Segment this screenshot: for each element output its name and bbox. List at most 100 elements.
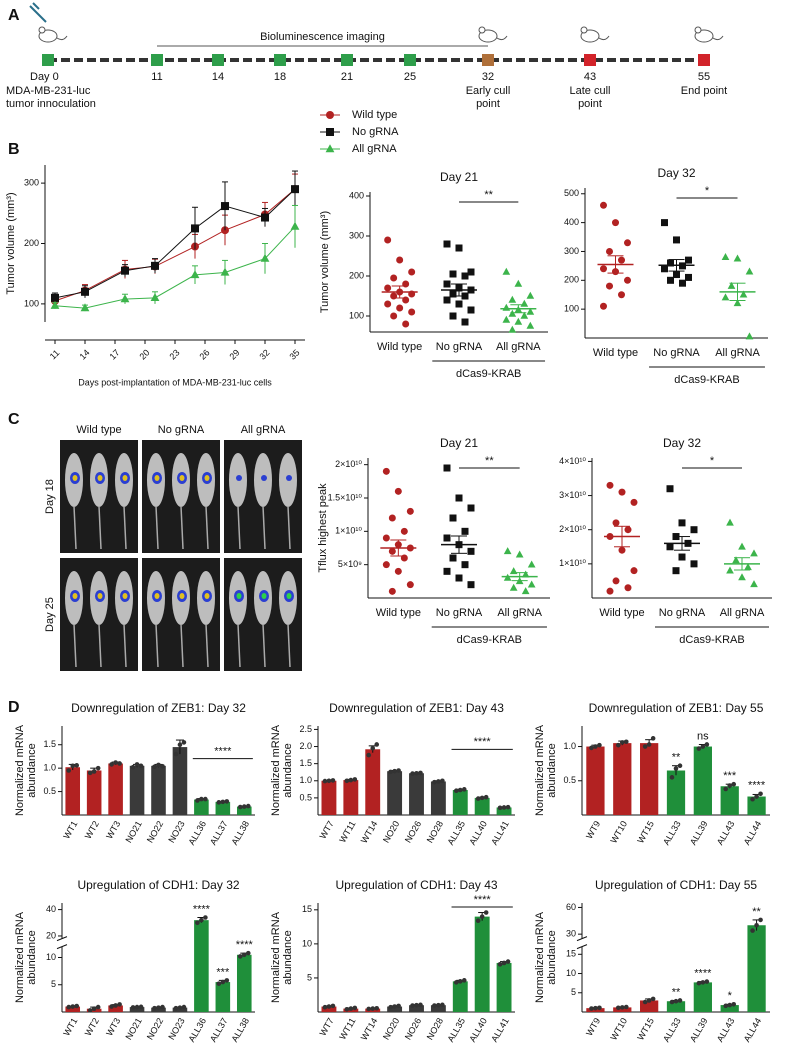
- replicate-point: [195, 798, 200, 803]
- chart-title: Downregulation of ZEB1: Day 55: [589, 701, 764, 715]
- day-label: Day 0: [30, 71, 59, 83]
- mouse-tail: [123, 505, 127, 550]
- significance-label: **: [752, 906, 761, 918]
- replicate-point: [74, 763, 80, 768]
- bar: [108, 1005, 123, 1012]
- replicate-point: [731, 1002, 737, 1007]
- replicate-point: [237, 954, 243, 959]
- data-point: [443, 280, 451, 288]
- replicate-point: [91, 1006, 97, 1012]
- data-point: [667, 259, 674, 267]
- data-point: [443, 240, 451, 248]
- data-point: [406, 581, 414, 589]
- replicate-point: [497, 962, 503, 967]
- series-line: [54, 188, 296, 302]
- replicate-point: [322, 778, 328, 784]
- legend-marker: [326, 111, 334, 119]
- replicate-point: [156, 762, 161, 768]
- chart-title: Downregulation of ZEB1: Day 43: [329, 701, 504, 715]
- x-tick-label: WT11: [337, 819, 357, 844]
- data-point: [443, 296, 451, 304]
- data-point: [515, 550, 524, 558]
- data-point: [190, 270, 200, 279]
- data-point: [406, 507, 414, 515]
- replicate-point: [134, 1004, 140, 1010]
- y-axis-label: abundance: [546, 930, 558, 984]
- data-point: [388, 547, 396, 555]
- x-tick-label: NO21: [123, 819, 143, 844]
- data-point: [120, 294, 130, 303]
- series-line: [54, 188, 296, 299]
- replicate-point: [224, 978, 230, 983]
- replicate-point: [366, 752, 372, 758]
- day-note: point: [578, 98, 602, 110]
- replicate-point: [134, 762, 140, 767]
- signal-core: [261, 593, 267, 599]
- y-axis-label: abundance: [282, 930, 294, 984]
- data-point: [291, 185, 299, 194]
- mouse-tail: [205, 505, 209, 550]
- day-label: 32: [482, 71, 494, 83]
- axis-break: [576, 936, 588, 942]
- replicate-point: [370, 1006, 376, 1011]
- x-tick-label: NO21: [123, 1016, 143, 1041]
- replicate-point: [388, 769, 393, 775]
- signal-core: [97, 475, 103, 481]
- data-point: [600, 302, 607, 310]
- x-tick-label: 26: [197, 347, 211, 361]
- bar: [613, 1007, 632, 1012]
- data-point: [721, 253, 730, 261]
- data-point: [191, 224, 199, 233]
- replicate-point: [396, 1003, 401, 1009]
- bar: [65, 1006, 81, 1012]
- x-tick-label: WT14: [359, 819, 380, 845]
- bar: [65, 767, 81, 815]
- data-point: [449, 554, 457, 562]
- x-tick-label: NO28: [425, 1016, 445, 1041]
- replicate-point: [152, 764, 157, 770]
- image-column-label: All gRNA: [241, 424, 286, 436]
- x-tick-label: WT10: [608, 1016, 629, 1042]
- replicate-point: [113, 760, 118, 765]
- replicate-point: [109, 1004, 114, 1009]
- data-point: [521, 570, 530, 578]
- replicate-point: [203, 796, 208, 802]
- replicate-point: [117, 1002, 122, 1007]
- group-label: dCas9-KRAB: [456, 368, 521, 380]
- x-tick-label: WT14: [359, 1016, 380, 1042]
- replicate-point: [457, 787, 463, 793]
- replicate-point: [700, 744, 706, 749]
- y-tick-label: 400: [349, 190, 364, 200]
- bar: [365, 749, 381, 815]
- data-point: [384, 300, 392, 308]
- bar: [666, 770, 686, 815]
- timeline-marker: [212, 54, 224, 66]
- significance-label: **: [485, 455, 494, 467]
- replicate-point: [396, 768, 401, 773]
- x-tick-label: NO26: [403, 1016, 423, 1041]
- replicate-point: [177, 1005, 183, 1010]
- data-point: [661, 265, 668, 273]
- x-tick-label: WT10: [608, 819, 629, 845]
- data-point: [396, 304, 404, 312]
- x-tick-label: NO26: [403, 819, 423, 844]
- replicate-point: [152, 1005, 157, 1011]
- image-row-label: Day 25: [44, 597, 56, 632]
- data-point: [81, 287, 89, 296]
- bar: [496, 962, 512, 1012]
- replicate-point: [436, 1002, 441, 1008]
- significance-label: **: [484, 189, 493, 201]
- x-tick-label: No gRNA: [659, 607, 706, 619]
- data-point: [732, 556, 740, 564]
- replicate-point: [418, 770, 423, 776]
- y-tick-label: 300: [24, 177, 39, 187]
- replicate-point: [727, 783, 733, 788]
- y-axis-label: abundance: [282, 743, 294, 797]
- x-tick-label: All gRNA: [496, 341, 541, 353]
- replicate-point: [754, 922, 759, 928]
- replicate-point: [87, 770, 93, 776]
- image-column-label: Wild type: [76, 424, 121, 436]
- data-point: [408, 268, 416, 276]
- replicate-point: [615, 742, 621, 748]
- bar: [496, 807, 512, 815]
